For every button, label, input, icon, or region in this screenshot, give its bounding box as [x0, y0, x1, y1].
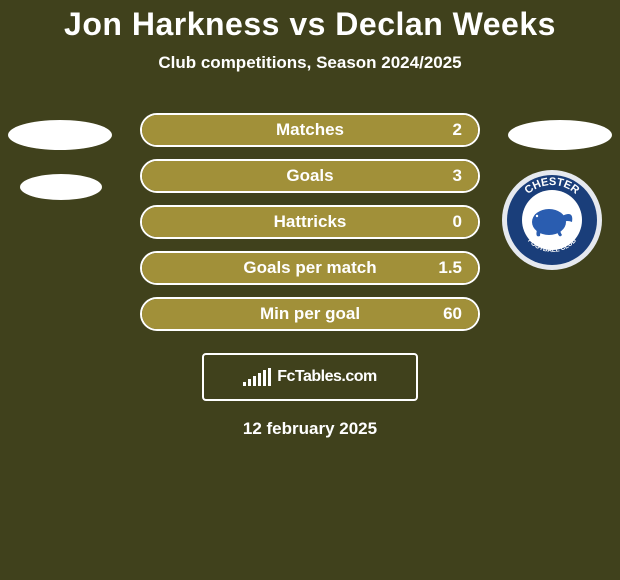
stat-label: Hattricks: [274, 212, 347, 232]
stat-row: Matches 2: [0, 113, 620, 147]
stat-value: 1.5: [438, 258, 462, 278]
stats-list: Matches 2 Goals 3 Hattricks 0 Goals per …: [0, 113, 620, 331]
bar-chart-icon: [243, 368, 271, 386]
page-title: Jon Harkness vs Declan Weeks: [0, 0, 620, 43]
stat-pill: Hattricks 0: [140, 205, 480, 239]
brand-text: FcTables.com: [277, 368, 377, 386]
stat-row: Min per goal 60: [0, 297, 620, 331]
stat-row: Hattricks 0: [0, 205, 620, 239]
stat-label: Matches: [276, 120, 344, 140]
stat-value: 3: [453, 166, 462, 186]
stat-label: Goals: [286, 166, 333, 186]
brand-box: FcTables.com: [202, 353, 418, 401]
stat-value: 60: [443, 304, 462, 324]
date-text: 12 february 2025: [0, 419, 620, 439]
stat-pill: Matches 2: [140, 113, 480, 147]
stat-value: 2: [453, 120, 462, 140]
stat-row: Goals per match 1.5: [0, 251, 620, 285]
stat-value: 0: [453, 212, 462, 232]
page-subtitle: Club competitions, Season 2024/2025: [0, 53, 620, 73]
stat-pill: Goals 3: [140, 159, 480, 193]
stat-pill: Goals per match 1.5: [140, 251, 480, 285]
stat-row: Goals 3: [0, 159, 620, 193]
stat-label: Goals per match: [243, 258, 376, 278]
stat-label: Min per goal: [260, 304, 360, 324]
stat-pill: Min per goal 60: [140, 297, 480, 331]
